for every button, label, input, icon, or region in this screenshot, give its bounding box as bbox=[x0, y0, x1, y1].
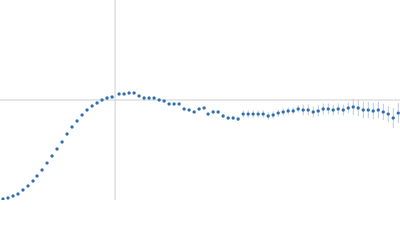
data-point bbox=[182, 107, 186, 111]
chart bbox=[0, 0, 400, 200]
data-point bbox=[127, 91, 131, 95]
data-point bbox=[40, 168, 44, 172]
data-point bbox=[246, 112, 250, 116]
data-point bbox=[157, 98, 161, 102]
data-point bbox=[336, 107, 340, 111]
data-point bbox=[1, 197, 5, 200]
data-point bbox=[311, 110, 315, 114]
data-point bbox=[256, 112, 260, 116]
data-point bbox=[90, 104, 94, 108]
data-point bbox=[80, 113, 84, 117]
data-point bbox=[226, 116, 230, 120]
data-point bbox=[137, 94, 141, 98]
data-point bbox=[16, 192, 20, 196]
data-point bbox=[167, 102, 171, 106]
data-point bbox=[241, 112, 245, 116]
data-point bbox=[276, 111, 280, 115]
data-point bbox=[162, 99, 166, 103]
data-point bbox=[142, 96, 146, 100]
data-point bbox=[251, 112, 255, 116]
data-point bbox=[351, 105, 355, 109]
data-point bbox=[296, 107, 300, 111]
data-point bbox=[266, 114, 270, 118]
data-point bbox=[197, 107, 201, 111]
data-point bbox=[286, 109, 290, 113]
data-point bbox=[346, 106, 350, 110]
data-point bbox=[331, 108, 335, 112]
data-point bbox=[75, 119, 79, 123]
data-point bbox=[117, 92, 121, 96]
data-point bbox=[172, 102, 176, 106]
data-point bbox=[100, 98, 104, 102]
data-point bbox=[45, 161, 49, 165]
data-point bbox=[211, 110, 215, 114]
data-point bbox=[221, 114, 225, 118]
data-point bbox=[206, 112, 210, 116]
data-point bbox=[361, 108, 365, 112]
data-point bbox=[11, 194, 15, 198]
data-point bbox=[291, 109, 295, 113]
data-point bbox=[301, 108, 305, 112]
data-point bbox=[386, 112, 390, 116]
data-point bbox=[55, 147, 59, 151]
data-point bbox=[85, 108, 89, 112]
data-point bbox=[147, 96, 151, 100]
data-point bbox=[21, 188, 25, 192]
data-point bbox=[152, 96, 156, 100]
data-point bbox=[381, 110, 385, 114]
data-point bbox=[60, 140, 64, 144]
data-point bbox=[95, 101, 99, 105]
data-point bbox=[65, 132, 69, 136]
data-point bbox=[271, 113, 275, 117]
data-point bbox=[236, 117, 240, 121]
data-point bbox=[321, 107, 325, 111]
page: (() => { const data = JSON.parse(documen… bbox=[0, 0, 400, 200]
data-point bbox=[306, 108, 310, 112]
data-point bbox=[356, 106, 360, 110]
data-point bbox=[376, 108, 380, 112]
data-point bbox=[132, 91, 136, 95]
data-point bbox=[216, 110, 220, 114]
data-point bbox=[391, 116, 395, 120]
data-point bbox=[341, 108, 345, 112]
data-point bbox=[187, 108, 191, 112]
data-point bbox=[326, 107, 330, 111]
data-point bbox=[202, 106, 206, 110]
data-point bbox=[26, 184, 30, 188]
data-point bbox=[371, 109, 375, 113]
data-point bbox=[122, 92, 126, 96]
data-point bbox=[281, 110, 285, 114]
data-point bbox=[231, 116, 235, 120]
data-point bbox=[70, 125, 74, 129]
data-point bbox=[316, 109, 320, 113]
data-point bbox=[6, 196, 10, 200]
data-point bbox=[177, 102, 181, 106]
data-point bbox=[192, 110, 196, 114]
data-point bbox=[50, 154, 54, 158]
data-point bbox=[261, 112, 265, 116]
data-point bbox=[35, 174, 39, 178]
data-point bbox=[366, 108, 370, 112]
data-point bbox=[105, 96, 109, 100]
data-point bbox=[396, 111, 400, 115]
data-point bbox=[110, 95, 114, 99]
data-point bbox=[31, 179, 35, 183]
